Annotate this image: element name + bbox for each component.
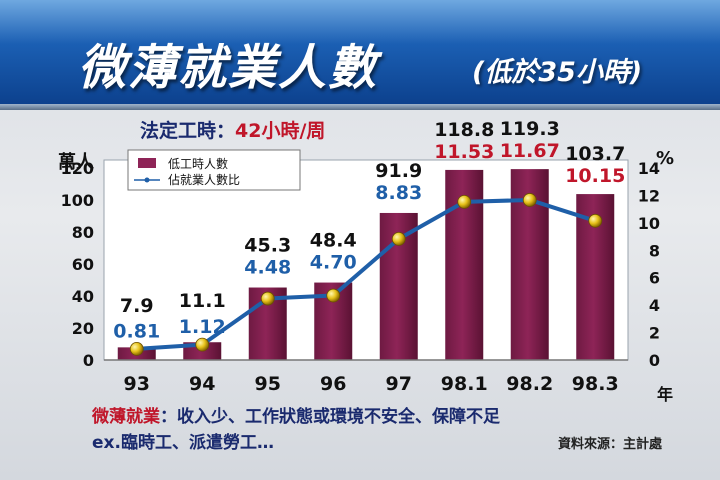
legend-bar-label: 低工時人數 [168, 157, 228, 171]
title-banner [0, 0, 720, 110]
footer-definition-text: ：收入少、工作狀態或環境不安全、保障不足 [160, 407, 500, 427]
line-point [588, 213, 603, 228]
line-point [391, 232, 406, 246]
footer-definition: 微薄就業：收入少、工作狀態或環境不安全、保障不足 [92, 402, 500, 427]
line-point [195, 337, 210, 352]
banner-stripe [0, 104, 720, 110]
footer-examples: ex.臨時工、派遣勞工… [92, 433, 274, 453]
x-axis-unit: 年 [657, 385, 674, 404]
legend-line-label: 佔就業人數比 [168, 173, 240, 187]
line-value-label: 11.67 [500, 140, 560, 162]
y-right-tick-label: 12 [638, 186, 660, 205]
footer-term: 微薄就業 [92, 407, 160, 427]
line-value-label: 4.48 [244, 257, 291, 279]
line-point [129, 341, 144, 356]
legend-bar-swatch [138, 158, 156, 168]
bar-value-label: 118.8 [434, 119, 494, 141]
x-tick-label: 94 [189, 373, 215, 395]
y-left-tick-label: 40 [72, 287, 94, 306]
chart-title: 微薄就業人數 [78, 40, 379, 96]
bar-value-label: 11.1 [179, 290, 226, 312]
legal-hours-value: 42小時/周 [235, 120, 326, 142]
x-tick-label: 93 [124, 373, 150, 395]
right-axis-unit: % [656, 148, 675, 169]
x-tick-label: 96 [320, 373, 346, 395]
y-left-tick-label: 80 [72, 223, 94, 242]
x-tick-label: 98.2 [506, 373, 553, 395]
x-tick-label: 95 [255, 373, 281, 395]
y-right-tick-label: 6 [649, 269, 660, 288]
line-value-label: 1.12 [179, 316, 226, 338]
bar-value-label: 119.3 [500, 118, 560, 140]
y-right-tick-label: 2 [649, 324, 660, 343]
line-value-label: 4.70 [310, 252, 357, 274]
line-point [326, 288, 341, 303]
line-point [522, 193, 537, 207]
y-left-tick-label: 60 [72, 255, 94, 274]
y-right-tick-label: 0 [649, 351, 660, 370]
y-right-tick-label: 14 [638, 159, 660, 178]
y-right-tick-label: 4 [649, 296, 660, 315]
chart-subtitle: (低於35小時) [472, 57, 643, 88]
y-left-tick-label: 0 [83, 351, 94, 370]
legend-box [127, 149, 301, 191]
line-value-label: 8.83 [375, 182, 422, 204]
y-right-tick-label: 10 [638, 214, 660, 233]
line-value-label: 10.15 [565, 165, 625, 187]
line-point [457, 194, 472, 209]
bar-value-label: 103.7 [565, 143, 625, 165]
legal-hours-label: 法定工時： [140, 120, 236, 142]
y-right-tick-label: 8 [649, 241, 660, 260]
series-line [136, 197, 596, 351]
left-axis-unit: 萬人 [58, 152, 94, 173]
x-tick-label: 98.3 [572, 373, 619, 395]
legend-line-marker [144, 177, 150, 183]
legal-hours-note: 法定工時：42小時/周 [140, 116, 325, 143]
y-left-tick-label: 100 [61, 191, 94, 210]
line-value-label: 11.53 [434, 141, 494, 163]
x-tick-label: 97 [386, 373, 412, 395]
bar-value-label: 45.3 [244, 235, 291, 257]
line-value-label: 0.81 [113, 321, 160, 343]
y-left-tick-label: 120 [61, 159, 94, 178]
bar-value-label: 91.9 [375, 160, 422, 182]
y-left-tick-label: 20 [72, 319, 94, 338]
x-tick-label: 98.1 [441, 373, 488, 395]
line-point [260, 291, 275, 306]
bar-value-label: 48.4 [310, 230, 357, 252]
bar-value-label: 7.9 [120, 295, 154, 317]
data-source: 資料來源：主計處 [558, 437, 663, 452]
